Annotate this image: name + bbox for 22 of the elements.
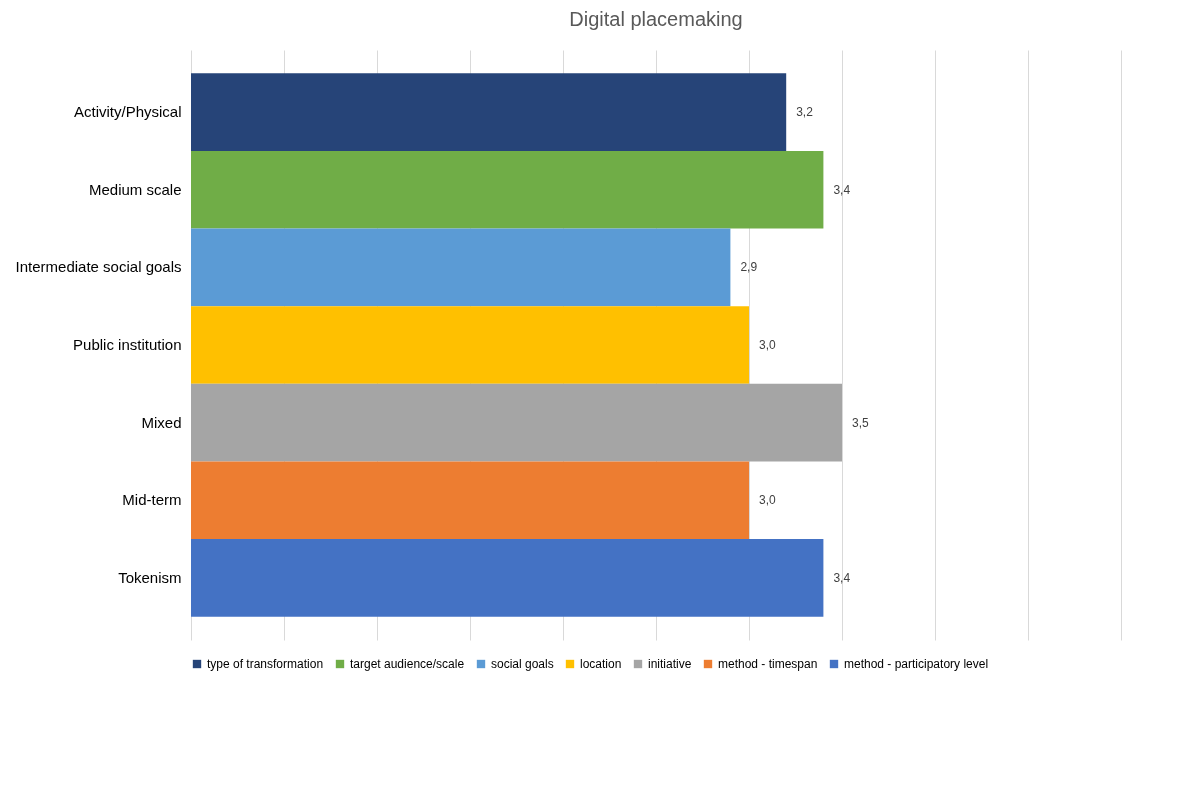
data-label: 3,2 bbox=[796, 105, 814, 120]
legend-label: initiative bbox=[648, 657, 692, 671]
y-tick-label: Public institution bbox=[73, 336, 182, 353]
legend-label: method - timespan bbox=[718, 657, 818, 671]
y-tick-label: Mid-term bbox=[122, 491, 182, 509]
data-label: 3,0 bbox=[759, 493, 777, 508]
legend-label: target audience/scale bbox=[350, 657, 465, 671]
legend-label: type of transformation bbox=[207, 657, 324, 671]
data-label: 3,5 bbox=[852, 415, 870, 430]
legend-label: location bbox=[580, 657, 622, 671]
chart-title: Digital placemaking bbox=[569, 8, 743, 30]
data-label: 3,4 bbox=[833, 570, 851, 585]
data-label: 2,9 bbox=[740, 260, 758, 275]
y-tick-label: Mixed bbox=[141, 413, 182, 431]
y-tick-label: Tokenism bbox=[118, 568, 182, 586]
data-label: 3,4 bbox=[833, 182, 851, 197]
y-tick-label: Medium scale bbox=[88, 180, 182, 198]
legend-label: social goals bbox=[491, 657, 554, 671]
y-tick-label: Intermediate social goals bbox=[15, 258, 182, 276]
legend-label: method - participatory level bbox=[844, 657, 989, 671]
data-label: 3,0 bbox=[759, 338, 777, 352]
y-tick-label: Activity/Physical bbox=[73, 103, 182, 121]
